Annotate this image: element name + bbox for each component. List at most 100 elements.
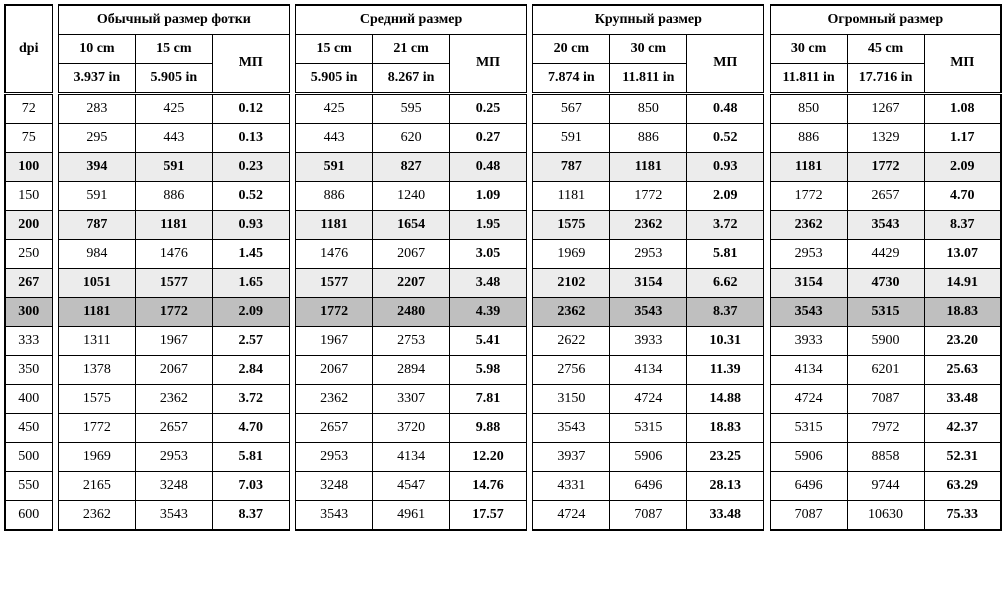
table-row: 450177226574.70265737209.883543531518.83… [5,414,1001,443]
mp-cell: 14.91 [924,269,1001,298]
val-cell: 283 [58,94,135,124]
mp-cell: 18.83 [687,414,764,443]
val-cell: 2207 [373,269,450,298]
val-cell: 984 [58,240,135,269]
mp-cell: 14.76 [450,472,527,501]
val-cell: 1181 [770,153,847,182]
val-cell: 443 [296,124,373,153]
val-cell: 4134 [610,356,687,385]
val-cell: 1181 [135,211,212,240]
mp-cell: 1.09 [450,182,527,211]
val-cell: 2067 [135,356,212,385]
val-cell: 8858 [847,443,924,472]
table-row: 600236235438.373543496117.574724708733.4… [5,501,1001,531]
mp-cell: 1.08 [924,94,1001,124]
group-title: Средний размер [296,5,527,35]
val-cell: 2657 [135,414,212,443]
col-in: 11.811 in [770,64,847,94]
mp-cell: 3.72 [687,211,764,240]
col-in: 5.905 in [135,64,212,94]
val-cell: 3543 [296,501,373,531]
val-cell: 1772 [847,153,924,182]
val-cell: 1772 [135,298,212,327]
val-cell: 1772 [58,414,135,443]
val-cell: 2953 [135,443,212,472]
table-row: 20078711810.93118116541.95157523623.7223… [5,211,1001,240]
mp-cell: 8.37 [924,211,1001,240]
val-cell: 1654 [373,211,450,240]
val-cell: 5315 [610,414,687,443]
dpi-cell: 450 [5,414,52,443]
val-cell: 3543 [135,501,212,531]
val-cell: 2480 [373,298,450,327]
val-cell: 1575 [533,211,610,240]
table-row: 1505918860.5288612401.09118117722.091772… [5,182,1001,211]
table-row: 752954430.134436200.275918860.5288613291… [5,124,1001,153]
val-cell: 2362 [610,211,687,240]
mp-cell: 4.39 [450,298,527,327]
val-cell: 850 [770,94,847,124]
mp-cell: 42.37 [924,414,1001,443]
dpi-cell: 333 [5,327,52,356]
val-cell: 4724 [533,501,610,531]
val-cell: 1181 [58,298,135,327]
mp-cell: 18.83 [924,298,1001,327]
mp-cell: 4.70 [924,182,1001,211]
mp-cell: 0.52 [687,124,764,153]
val-cell: 2953 [770,240,847,269]
col-cm: 21 cm [373,35,450,64]
col-in: 7.874 in [533,64,610,94]
mp-cell: 75.33 [924,501,1001,531]
dpi-resolution-table: dpi Обычный размер фотки Средний размер … [4,4,1002,531]
mp-cell: 3.05 [450,240,527,269]
mp-cell: 2.84 [212,356,289,385]
val-cell: 3937 [533,443,610,472]
mp-cell: 33.48 [924,385,1001,414]
dpi-cell: 350 [5,356,52,385]
val-cell: 7087 [847,385,924,414]
mp-cell: 33.48 [687,501,764,531]
val-cell: 2894 [373,356,450,385]
val-cell: 1181 [296,211,373,240]
dpi-cell: 250 [5,240,52,269]
mp-cell: 2.57 [212,327,289,356]
dpi-cell: 600 [5,501,52,531]
mp-cell: 0.13 [212,124,289,153]
mp-cell: 28.13 [687,472,764,501]
mp-cell: 5.98 [450,356,527,385]
val-cell: 2657 [296,414,373,443]
val-cell: 3720 [373,414,450,443]
val-cell: 2362 [533,298,610,327]
val-cell: 4331 [533,472,610,501]
val-cell: 2953 [296,443,373,472]
dpi-cell: 400 [5,385,52,414]
col-cm: 15 cm [135,35,212,64]
val-cell: 886 [610,124,687,153]
mp-cell: 0.48 [450,153,527,182]
val-cell: 886 [135,182,212,211]
mp-cell: 1.95 [450,211,527,240]
val-cell: 2622 [533,327,610,356]
mp-cell: 8.37 [212,501,289,531]
mp-cell: 0.52 [212,182,289,211]
table-row: 267105115771.65157722073.48210231546.623… [5,269,1001,298]
dpi-cell: 200 [5,211,52,240]
col-in: 17.716 in [847,64,924,94]
group-title: Огромный размер [770,5,1001,35]
val-cell: 1772 [296,298,373,327]
val-cell: 1969 [533,240,610,269]
val-cell: 9744 [847,472,924,501]
dpi-cell: 267 [5,269,52,298]
val-cell: 1772 [610,182,687,211]
mp-header: МП [924,35,1001,94]
val-cell: 2362 [296,385,373,414]
val-cell: 443 [135,124,212,153]
table-row: 300118117722.09177224804.39236235438.373… [5,298,1001,327]
val-cell: 10630 [847,501,924,531]
val-cell: 591 [135,153,212,182]
val-cell: 1967 [135,327,212,356]
group-title: Обычный размер фотки [58,5,289,35]
val-cell: 787 [58,211,135,240]
mp-cell: 1.65 [212,269,289,298]
mp-cell: 0.12 [212,94,289,124]
